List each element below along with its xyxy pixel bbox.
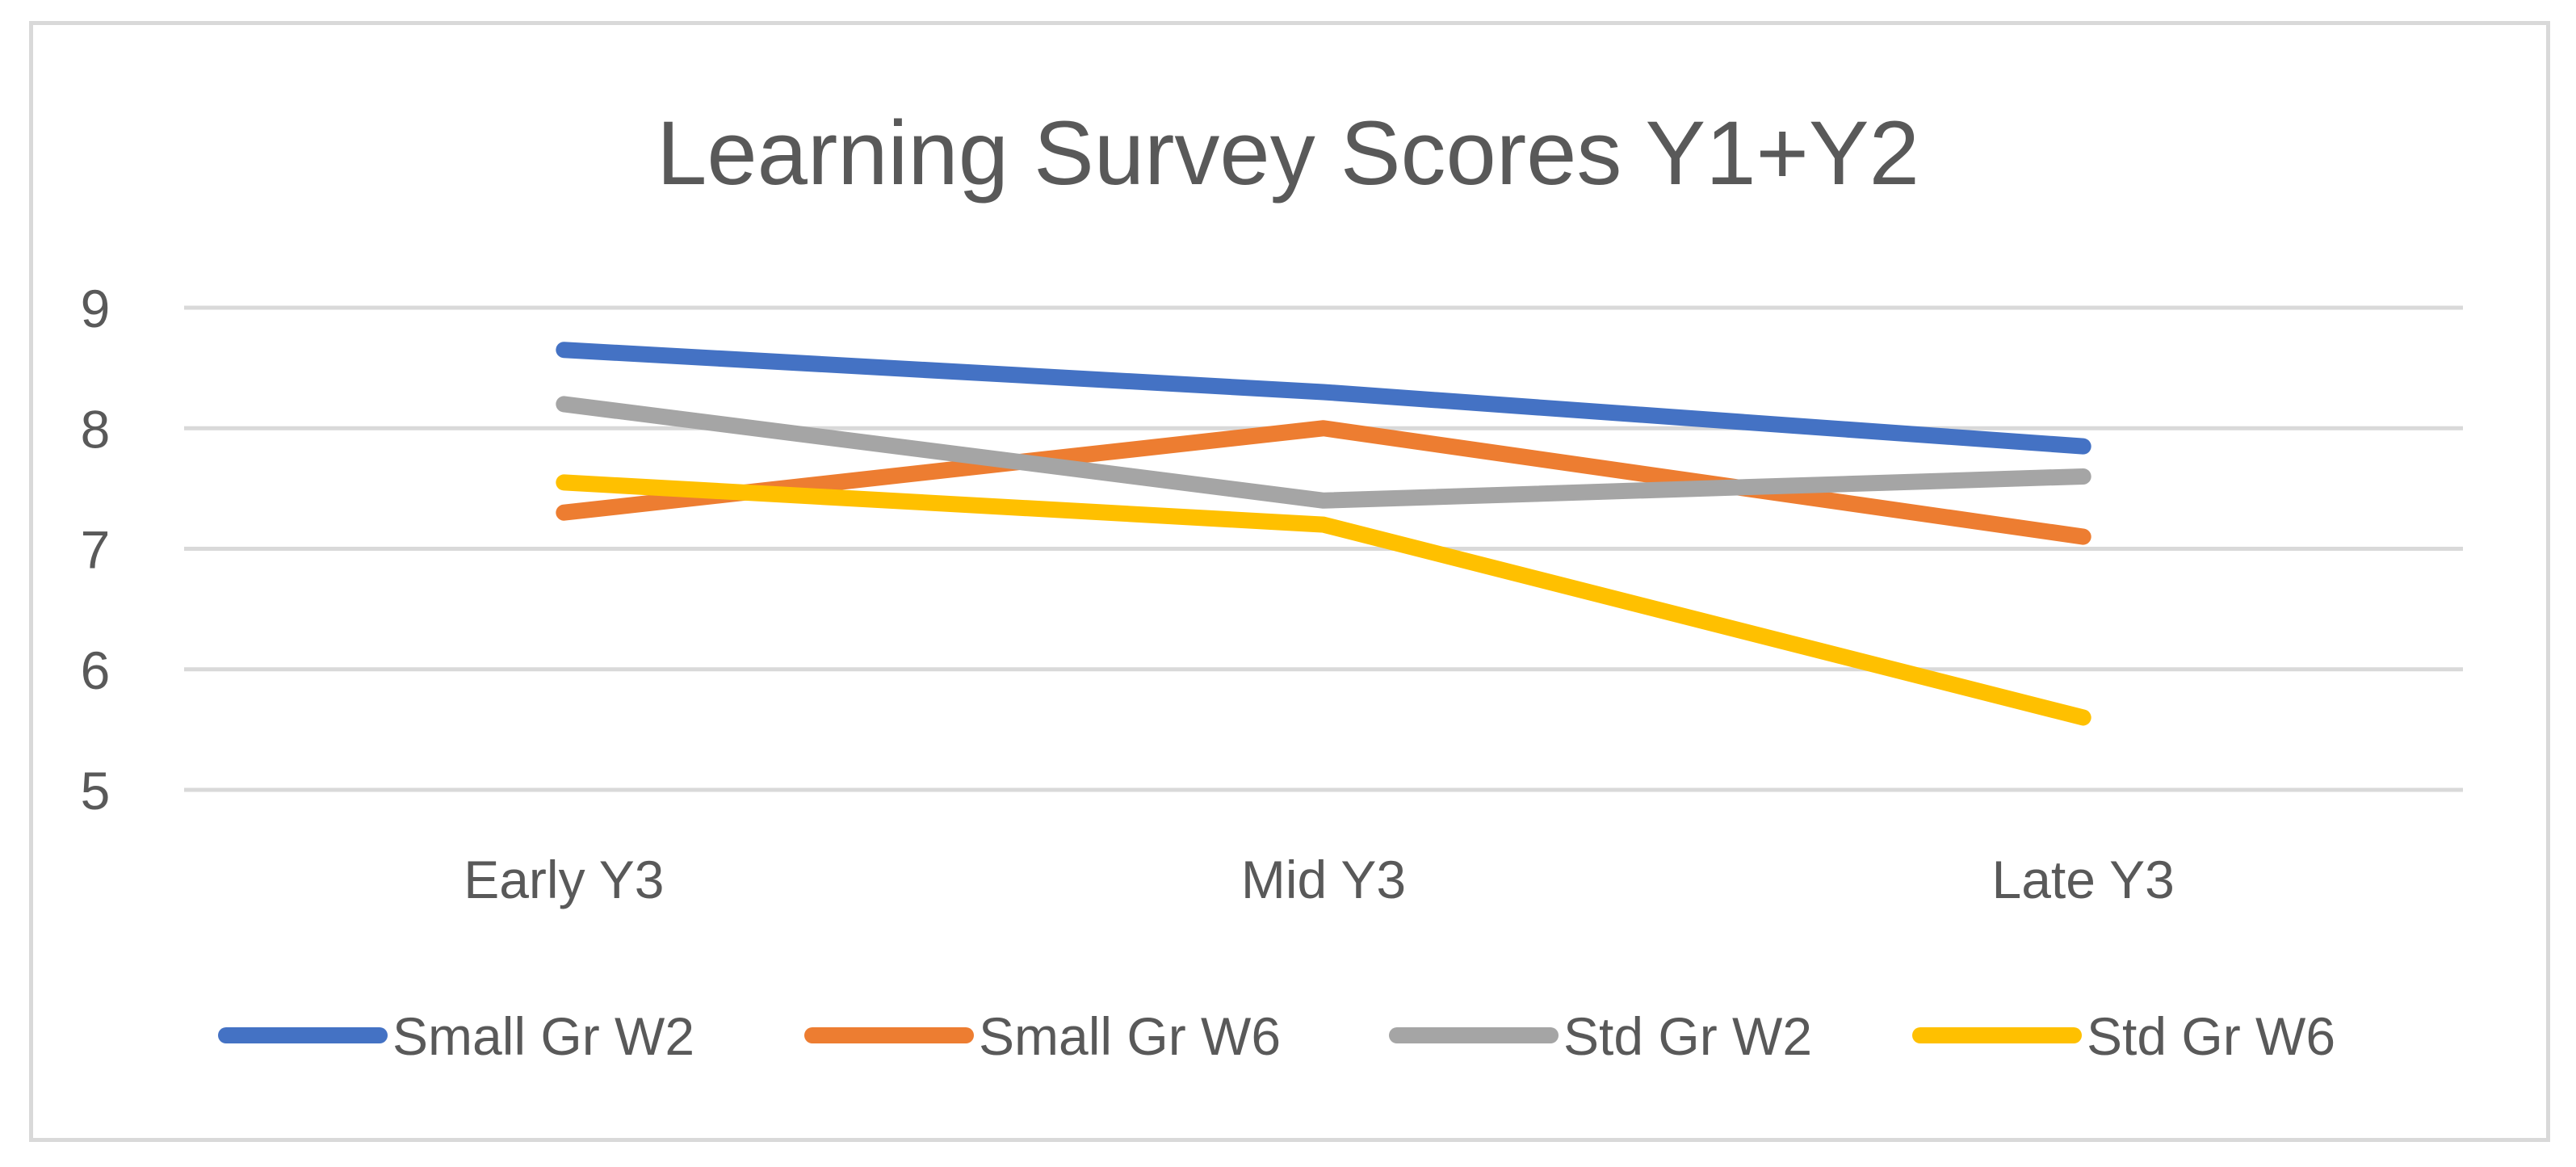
y-tick-label: 8 — [81, 399, 111, 459]
series-line-4 — [556, 474, 2091, 726]
y-tick-label: 7 — [81, 520, 111, 580]
chart-frame — [29, 21, 2550, 1142]
y-tick-label: 6 — [81, 640, 111, 700]
gridlines — [184, 305, 2463, 792]
x-tick-label: Late Y3 — [1992, 850, 2175, 909]
y-tick-label: 9 — [81, 279, 111, 338]
series-line-3 — [556, 396, 2091, 509]
y-axis-ticks: 5 6 7 8 9 — [81, 279, 111, 821]
legend-label: Std Gr W6 — [2087, 1006, 2335, 1066]
series-line-1 — [556, 342, 2091, 455]
series-lines — [556, 342, 2091, 726]
x-axis-ticks: Early Y3 Mid Y3 Late Y3 — [464, 850, 2175, 909]
legend-label: Small Gr W2 — [392, 1006, 694, 1066]
series-line-2 — [556, 420, 2091, 545]
x-tick-label: Early Y3 — [464, 850, 664, 909]
y-tick-label: 5 — [81, 761, 111, 821]
chart-title: Learning Survey Scores Y1+Y2 — [657, 103, 1919, 204]
legend-label: Small Gr W6 — [979, 1006, 1281, 1066]
legend: Small Gr W2 Small Gr W6 Std Gr W2 Std Gr W6 — [218, 1006, 2335, 1066]
x-tick-label: Mid Y3 — [1241, 850, 1406, 909]
legend-label: Std Gr W2 — [1563, 1006, 1812, 1066]
